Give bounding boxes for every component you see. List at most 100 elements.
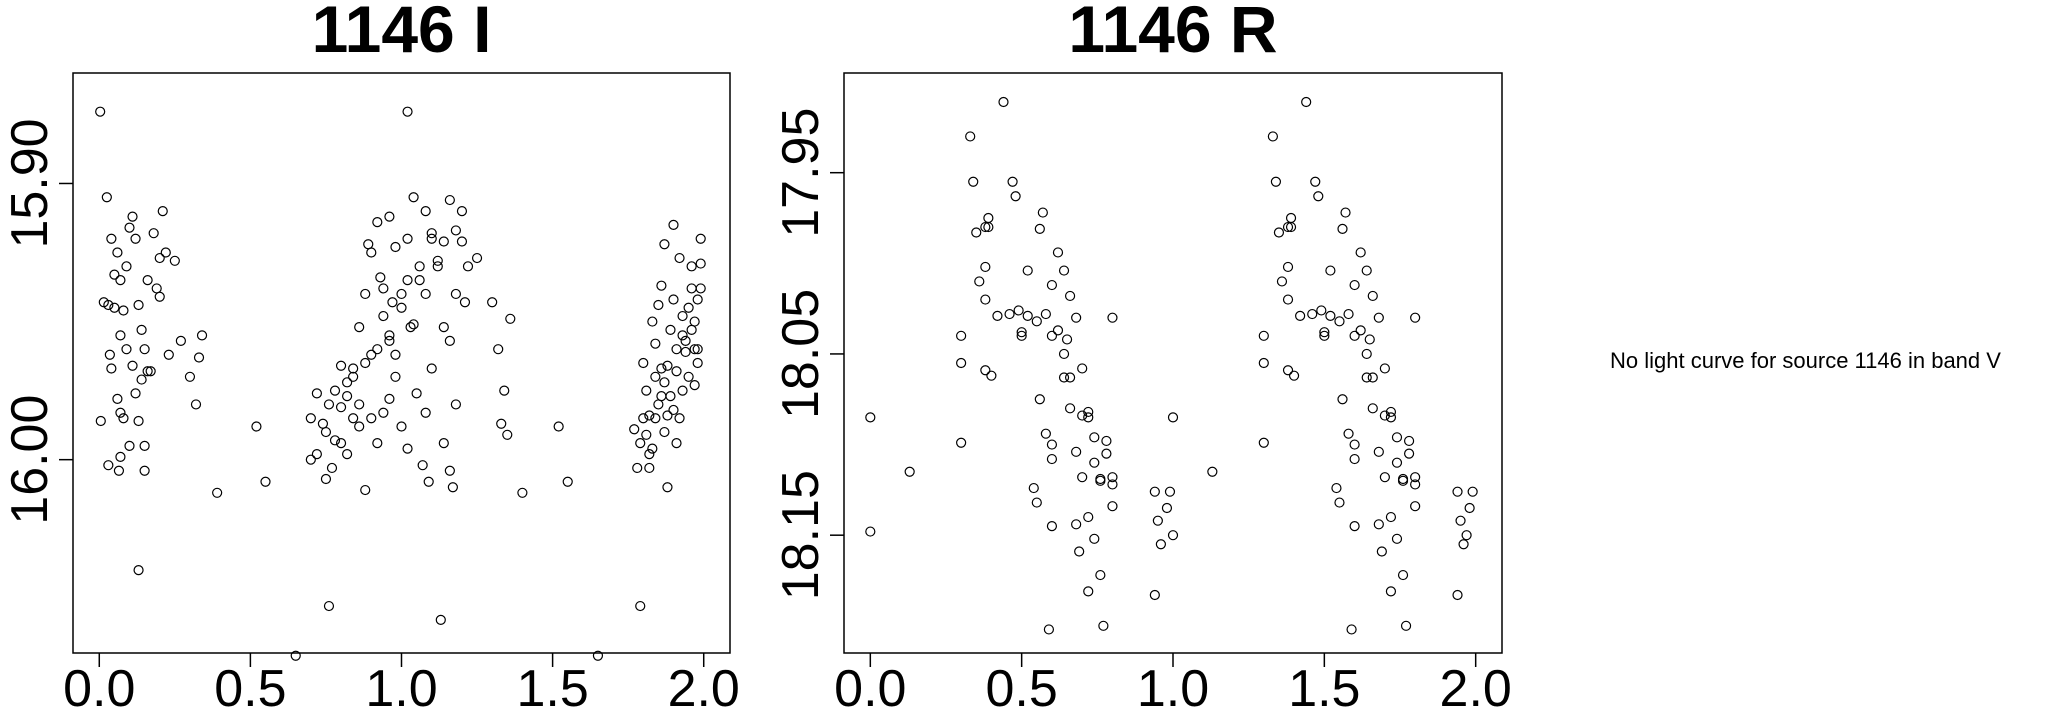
data-point — [674, 252, 685, 264]
data-point — [644, 410, 655, 421]
data-point — [366, 349, 377, 360]
data-point — [384, 335, 395, 347]
data-point — [1361, 348, 1372, 360]
data-point — [992, 310, 1003, 321]
data-point — [904, 466, 915, 477]
data-point — [1273, 227, 1285, 238]
data-point — [438, 236, 449, 247]
chart-1146-i: 1146 I 0.0 0.5 1.0 1.5 2.0 15.90 16.00 — [1, 0, 740, 712]
data-point — [1355, 325, 1366, 336]
data-point — [1155, 539, 1166, 550]
data-point — [686, 324, 697, 335]
data-point — [360, 484, 371, 496]
data-point — [971, 227, 982, 238]
data-point — [653, 399, 664, 410]
data-point — [671, 437, 682, 449]
data-point — [983, 212, 994, 224]
data-point — [438, 321, 449, 333]
data-point — [1061, 334, 1073, 345]
data-point — [378, 310, 389, 322]
data-point — [115, 407, 126, 418]
data-point — [686, 283, 697, 294]
data-point — [562, 476, 573, 487]
data-point — [656, 363, 667, 374]
data-point — [1337, 394, 1348, 405]
data-point — [968, 176, 979, 187]
data-point — [133, 299, 144, 311]
data-point — [1334, 497, 1345, 508]
data-point — [305, 454, 316, 465]
data-point — [1083, 586, 1094, 597]
data-point — [326, 462, 338, 474]
data-point — [659, 239, 670, 250]
data-point — [1385, 511, 1397, 523]
data-point — [1101, 448, 1112, 459]
data-point — [402, 443, 413, 454]
data-point — [127, 360, 138, 371]
data-point — [1403, 448, 1415, 459]
data-point — [342, 391, 353, 402]
data-point — [348, 413, 359, 424]
data-point — [1367, 372, 1378, 383]
data-point — [505, 313, 516, 324]
data-point — [175, 335, 186, 347]
data-point — [459, 297, 471, 308]
data-point — [462, 261, 474, 272]
data-point — [420, 205, 431, 217]
data-point — [133, 565, 144, 576]
data-point — [1340, 207, 1351, 218]
data-point — [1452, 486, 1463, 497]
chart-title: 1146 I — [312, 0, 492, 66]
data-point — [104, 349, 115, 360]
data-point — [290, 650, 301, 661]
data-point — [1349, 330, 1360, 341]
data-point — [1207, 466, 1218, 477]
data-point — [1077, 410, 1088, 421]
data-point — [1058, 265, 1070, 276]
data-point — [1004, 308, 1015, 320]
x-tick-label: 0.5 — [214, 660, 286, 712]
data-point — [106, 233, 117, 244]
y-tick-label: 17.95 — [772, 108, 830, 238]
data-point — [417, 460, 428, 471]
data-point — [1349, 279, 1360, 291]
data-point — [656, 391, 667, 402]
data-point — [420, 288, 431, 300]
data-point — [980, 365, 991, 376]
data-point — [260, 476, 271, 487]
data-point — [1346, 624, 1357, 635]
data-point — [689, 379, 700, 391]
data-point — [1089, 457, 1100, 468]
data-point — [106, 363, 117, 374]
data-point — [1337, 223, 1348, 234]
data-point — [1167, 412, 1179, 423]
data-point — [1455, 515, 1466, 526]
data-point — [650, 413, 661, 424]
data-point — [378, 283, 389, 294]
x-tick-label: 1.5 — [1288, 660, 1360, 712]
data-point — [1089, 533, 1100, 544]
data-point — [1058, 348, 1070, 360]
x-tick-label: 2.0 — [1440, 660, 1512, 712]
data-point — [668, 404, 679, 416]
data-point — [1391, 432, 1403, 443]
data-point — [151, 283, 162, 294]
data-point — [1101, 435, 1112, 447]
data-point — [1107, 312, 1118, 323]
data-point — [402, 275, 413, 286]
data-point — [1095, 569, 1106, 581]
data-point — [1058, 372, 1070, 383]
data-point — [641, 429, 652, 440]
data-point — [1282, 365, 1294, 376]
data-point — [1373, 312, 1384, 323]
data-point — [1149, 589, 1160, 601]
data-point — [1013, 305, 1024, 316]
data-point — [471, 252, 483, 264]
data-point — [1046, 521, 1058, 532]
data-point — [118, 413, 129, 424]
data-point — [426, 228, 437, 239]
data-point — [323, 600, 335, 612]
data-point — [956, 330, 967, 341]
data-point — [450, 225, 461, 236]
